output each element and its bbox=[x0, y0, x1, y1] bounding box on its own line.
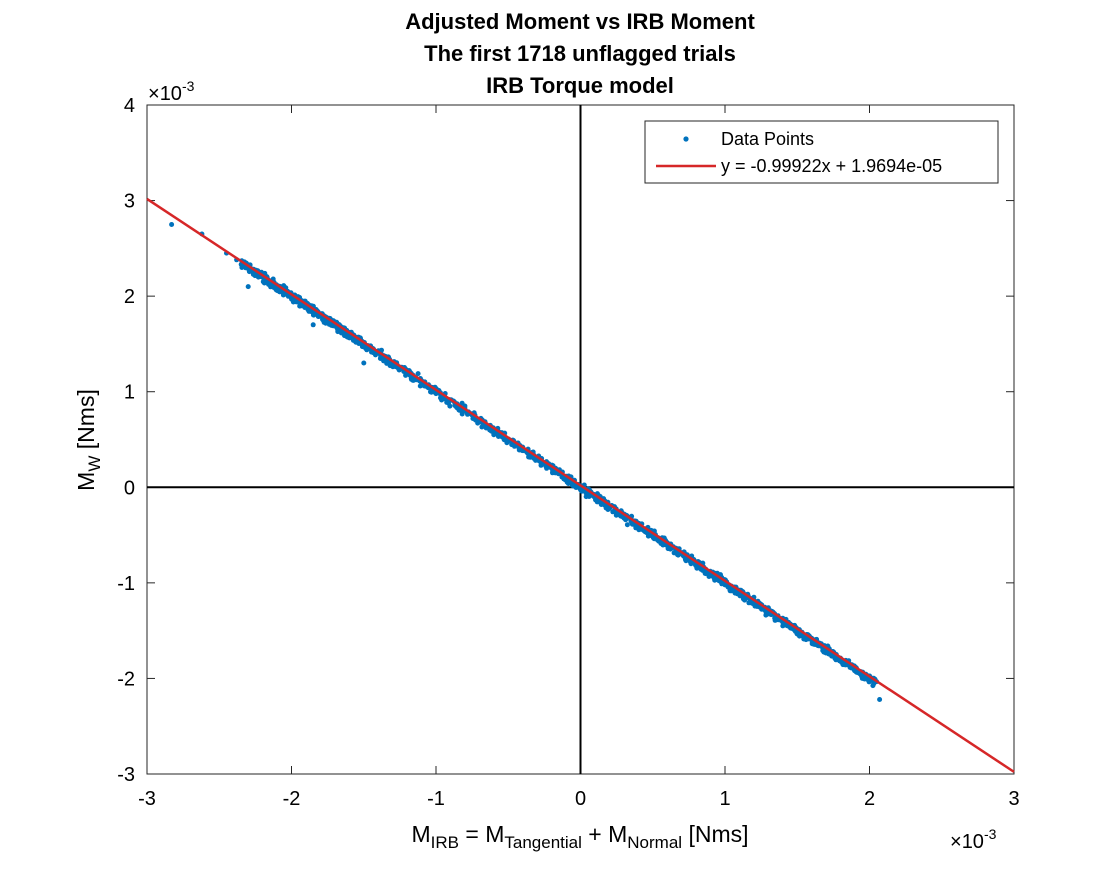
x-tick-label: -2 bbox=[283, 788, 301, 810]
data-point bbox=[379, 347, 384, 353]
data-point bbox=[271, 285, 277, 290]
data-point bbox=[239, 265, 245, 270]
data-point bbox=[583, 490, 589, 496]
data-point bbox=[753, 603, 759, 609]
chart-title-line-2: The first 1718 unflagged trials bbox=[424, 41, 736, 66]
data-point bbox=[245, 284, 251, 290]
y-tick-label: 0 bbox=[124, 477, 135, 499]
legend: Data Points y = -0.99922x + 1.9694e-05 bbox=[644, 120, 999, 184]
data-point bbox=[665, 546, 671, 552]
chart-title-line-3: IRB Torque model bbox=[486, 73, 674, 98]
data-point bbox=[495, 432, 501, 438]
y-axis-label: MW [Nms] bbox=[73, 389, 104, 491]
data-point bbox=[729, 588, 735, 594]
data-point bbox=[247, 268, 253, 274]
x-tick-label: 0 bbox=[575, 788, 586, 810]
data-point bbox=[415, 371, 421, 377]
data-point bbox=[877, 697, 883, 702]
y-tick-label: -1 bbox=[117, 573, 135, 595]
x-axis-exponent: ×10-3 bbox=[950, 826, 997, 853]
x-tick-label: -3 bbox=[138, 788, 156, 810]
data-point bbox=[797, 633, 802, 639]
data-point bbox=[871, 681, 877, 687]
x-axis-label: MIRB = MTangential + MNormal [Nms] bbox=[411, 821, 748, 852]
data-point bbox=[563, 477, 569, 482]
data-point bbox=[716, 578, 722, 584]
x-tick-label: 3 bbox=[1008, 788, 1019, 810]
data-point bbox=[527, 454, 533, 460]
data-point bbox=[703, 571, 709, 577]
x-tick-label: 2 bbox=[864, 788, 875, 810]
data-point bbox=[361, 360, 367, 366]
y-tick-label: 2 bbox=[124, 286, 135, 308]
data-point bbox=[460, 409, 466, 414]
data-point bbox=[672, 549, 678, 555]
legend-box bbox=[644, 120, 999, 184]
data-point bbox=[310, 322, 316, 328]
data-point bbox=[586, 494, 592, 499]
legend-label-fit-line: y = -0.99922x + 1.9694e-05 bbox=[721, 156, 942, 176]
data-point bbox=[473, 417, 479, 423]
data-point bbox=[243, 265, 249, 271]
tick-labels: -3 -2 -1 0 1 2 3 -3 -2 -1 0 1 2 3 4 bbox=[117, 95, 1019, 810]
y-axis-exponent: ×10-3 bbox=[148, 78, 195, 105]
chart-title-line-1: Adjusted Moment vs IRB Moment bbox=[405, 9, 755, 34]
y-tick-label: -3 bbox=[117, 764, 135, 786]
data-point bbox=[390, 364, 396, 370]
data-point bbox=[694, 565, 700, 571]
data-point bbox=[481, 422, 487, 428]
y-tick-label: 4 bbox=[124, 95, 135, 117]
data-point bbox=[837, 658, 843, 664]
data-point bbox=[311, 312, 317, 318]
data-point bbox=[408, 375, 414, 381]
fit-line bbox=[146, 197, 1015, 773]
data-point bbox=[748, 599, 754, 605]
y-tick-label: 3 bbox=[124, 191, 135, 213]
data-point bbox=[624, 522, 630, 528]
data-point bbox=[338, 330, 344, 336]
legend-label-data-points: Data Points bbox=[721, 129, 814, 149]
data-point bbox=[169, 222, 175, 227]
x-tick-label: 1 bbox=[719, 788, 730, 810]
y-tick-label: 1 bbox=[124, 382, 135, 404]
data-point bbox=[446, 400, 451, 406]
x-tick-label: -1 bbox=[427, 788, 445, 810]
y-tick-label: -2 bbox=[117, 668, 135, 690]
data-point bbox=[352, 337, 358, 343]
data-point bbox=[675, 552, 681, 558]
data-point bbox=[829, 653, 835, 659]
legend-marker-data-points bbox=[683, 136, 689, 142]
data-point bbox=[403, 372, 409, 378]
